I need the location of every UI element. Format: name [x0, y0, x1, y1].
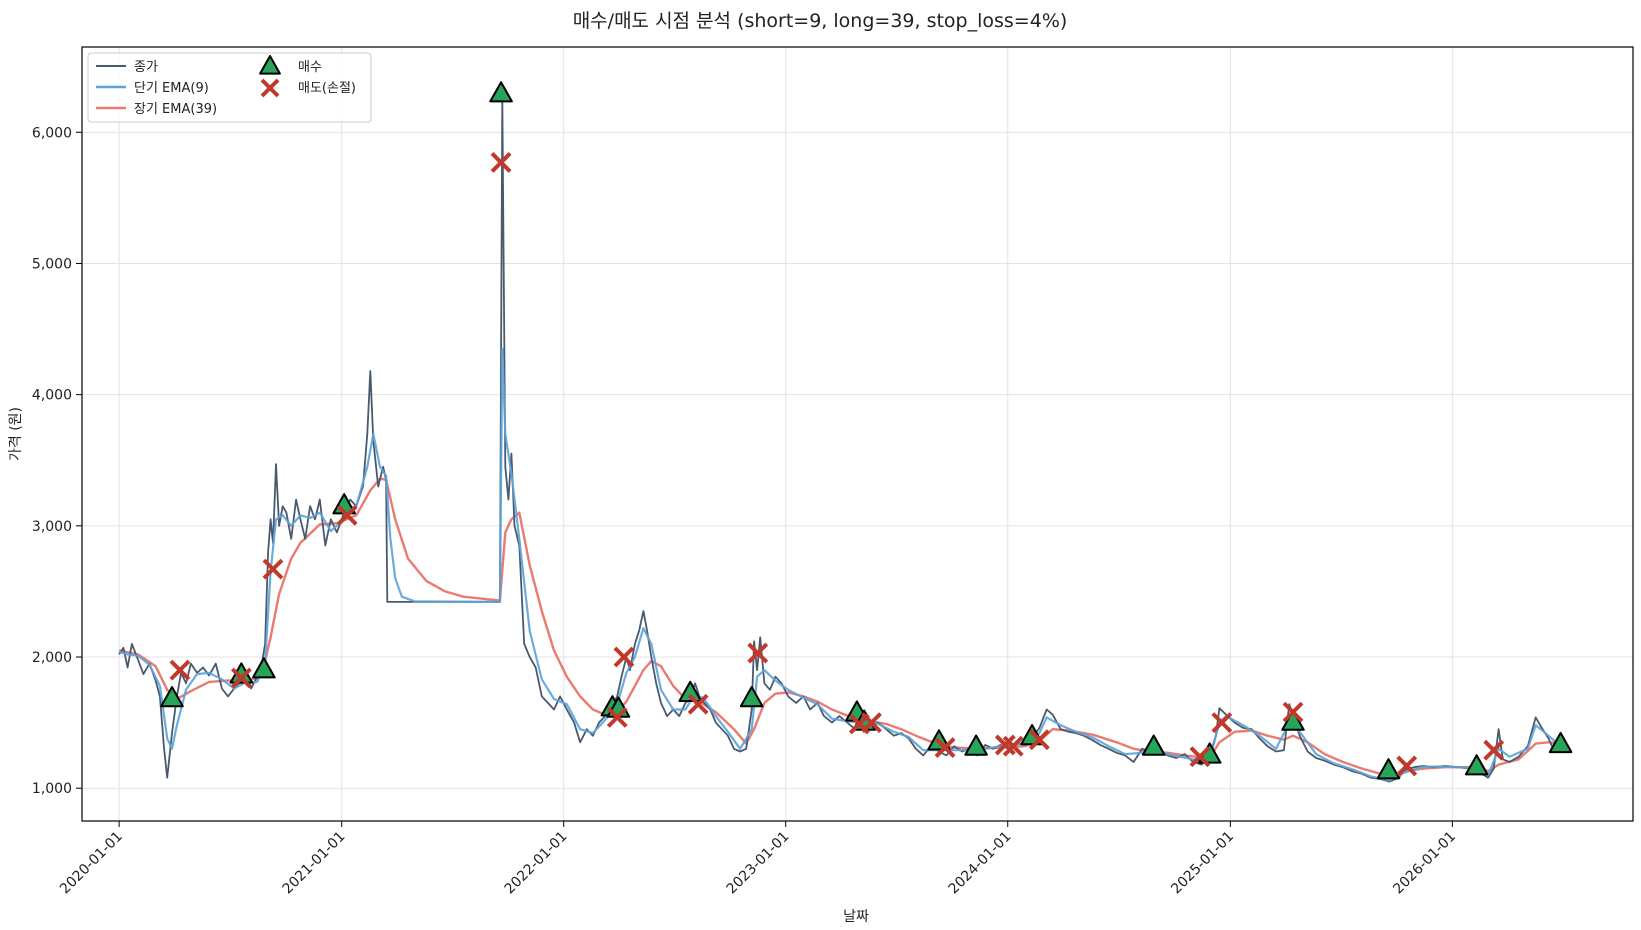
sell-marker	[336, 504, 358, 526]
sell-marker	[1483, 739, 1505, 761]
sell-marker-stroke	[606, 706, 628, 728]
legend-label-sell: 매도(손절)	[298, 81, 356, 96]
buy-marker	[678, 680, 703, 702]
sell-marker-stroke	[747, 642, 769, 664]
y-tick-label: 3,000	[32, 519, 72, 535]
x-tick-label: 2026-01-01	[1390, 829, 1459, 898]
sell-marker-stroke	[1282, 701, 1304, 723]
buy-marker	[160, 685, 184, 708]
x-tick-label: 2023-01-01	[724, 829, 793, 898]
sell-marker	[1189, 746, 1211, 768]
sell-marker	[613, 646, 635, 668]
sell-marker	[1028, 729, 1050, 751]
sell-marker	[490, 152, 512, 173]
legend-label-close: 종가	[134, 60, 158, 75]
sell-marker-stroke	[934, 737, 956, 758]
sell-marker-stroke	[490, 152, 512, 173]
plot-frame	[81, 46, 1634, 822]
x-tick-label: 2021-01-01	[280, 829, 349, 898]
x-axis-label: 날짜	[843, 909, 869, 925]
y-axis-label: 가격 (원)	[8, 407, 24, 461]
y-tick-label: 5,000	[32, 256, 72, 272]
close-price-line	[118, 96, 1562, 783]
buy-marker	[1548, 731, 1573, 754]
sell-marker-stroke	[861, 712, 882, 734]
sell-marker	[606, 706, 628, 728]
x-tick-label: 2022-01-01	[502, 829, 571, 898]
y-tick-label: 2,000	[32, 650, 72, 666]
axis-ticks: 2020-01-01 2021-01-01 2022-01-01 2023-01-01…	[32, 125, 1459, 897]
sell-marker-stroke	[1483, 739, 1505, 761]
y-tick-label: 4,000	[32, 388, 72, 404]
buy-marker	[252, 657, 276, 679]
buy-marker	[1376, 758, 1401, 780]
sell-marker-stroke	[1396, 755, 1418, 777]
sell-marker	[747, 642, 769, 664]
sell-marker	[1002, 735, 1024, 757]
sell-marker-stroke	[1028, 729, 1050, 751]
sell-marker	[1396, 755, 1418, 777]
sell-marker	[230, 667, 252, 689]
buy-marker	[964, 734, 988, 756]
y-tick-label: 6,000	[32, 125, 72, 141]
buy-marker	[739, 685, 764, 708]
sell-marker-stroke	[613, 646, 635, 668]
sell-marker	[687, 693, 709, 715]
sell-marker-stroke	[1189, 746, 1211, 768]
legend-swatch-sell	[260, 78, 280, 98]
sell-marker	[169, 659, 191, 681]
sell-marker-stroke	[336, 504, 358, 526]
marker-group	[160, 81, 1573, 780]
legend-swatch-buy	[259, 55, 281, 75]
sell-marker-stroke	[1211, 712, 1233, 734]
sell-marker-stroke	[994, 734, 1016, 756]
sell-marker	[934, 737, 956, 758]
legend-label-short-ema: 단기 EMA(9)	[134, 81, 209, 96]
legend: 종가 단기 EMA(9) 장기 EMA(39) 매수 매도(손절)	[87, 52, 372, 123]
grid	[82, 47, 1633, 821]
buy-marker	[489, 81, 513, 103]
buy-marker-icon	[259, 55, 281, 75]
sell-marker-stroke	[260, 78, 280, 98]
x-tick-label: 2024-01-01	[946, 829, 1015, 898]
x-tick-label: 2020-01-01	[57, 829, 126, 898]
sell-marker-stroke	[230, 667, 252, 689]
legend-box	[87, 52, 372, 123]
chart-title: 매수/매도 시점 분석 (short=9, long=39, stop_loss…	[573, 10, 1068, 32]
sell-marker	[861, 712, 882, 734]
x-tick-label: 2025-01-01	[1168, 829, 1237, 898]
sell-marker-stroke	[687, 693, 709, 715]
legend-label-long-ema: 장기 EMA(39)	[134, 102, 217, 117]
sell-marker	[262, 558, 284, 580]
sell-marker-stroke	[262, 558, 284, 580]
buy-marker	[1464, 754, 1489, 776]
buy-marker	[1141, 734, 1166, 756]
long-ema-line	[118, 477, 1561, 778]
legend-label-buy: 매수	[298, 60, 322, 75]
y-tick-label: 1,000	[32, 781, 72, 797]
sell-marker	[1282, 701, 1304, 723]
sell-marker-icon	[260, 78, 280, 98]
sell-marker-stroke	[169, 659, 191, 681]
sell-marker-stroke	[1002, 735, 1024, 757]
sell-marker	[1211, 712, 1233, 734]
series-group	[118, 96, 1562, 783]
short-ema-line	[118, 347, 1562, 782]
